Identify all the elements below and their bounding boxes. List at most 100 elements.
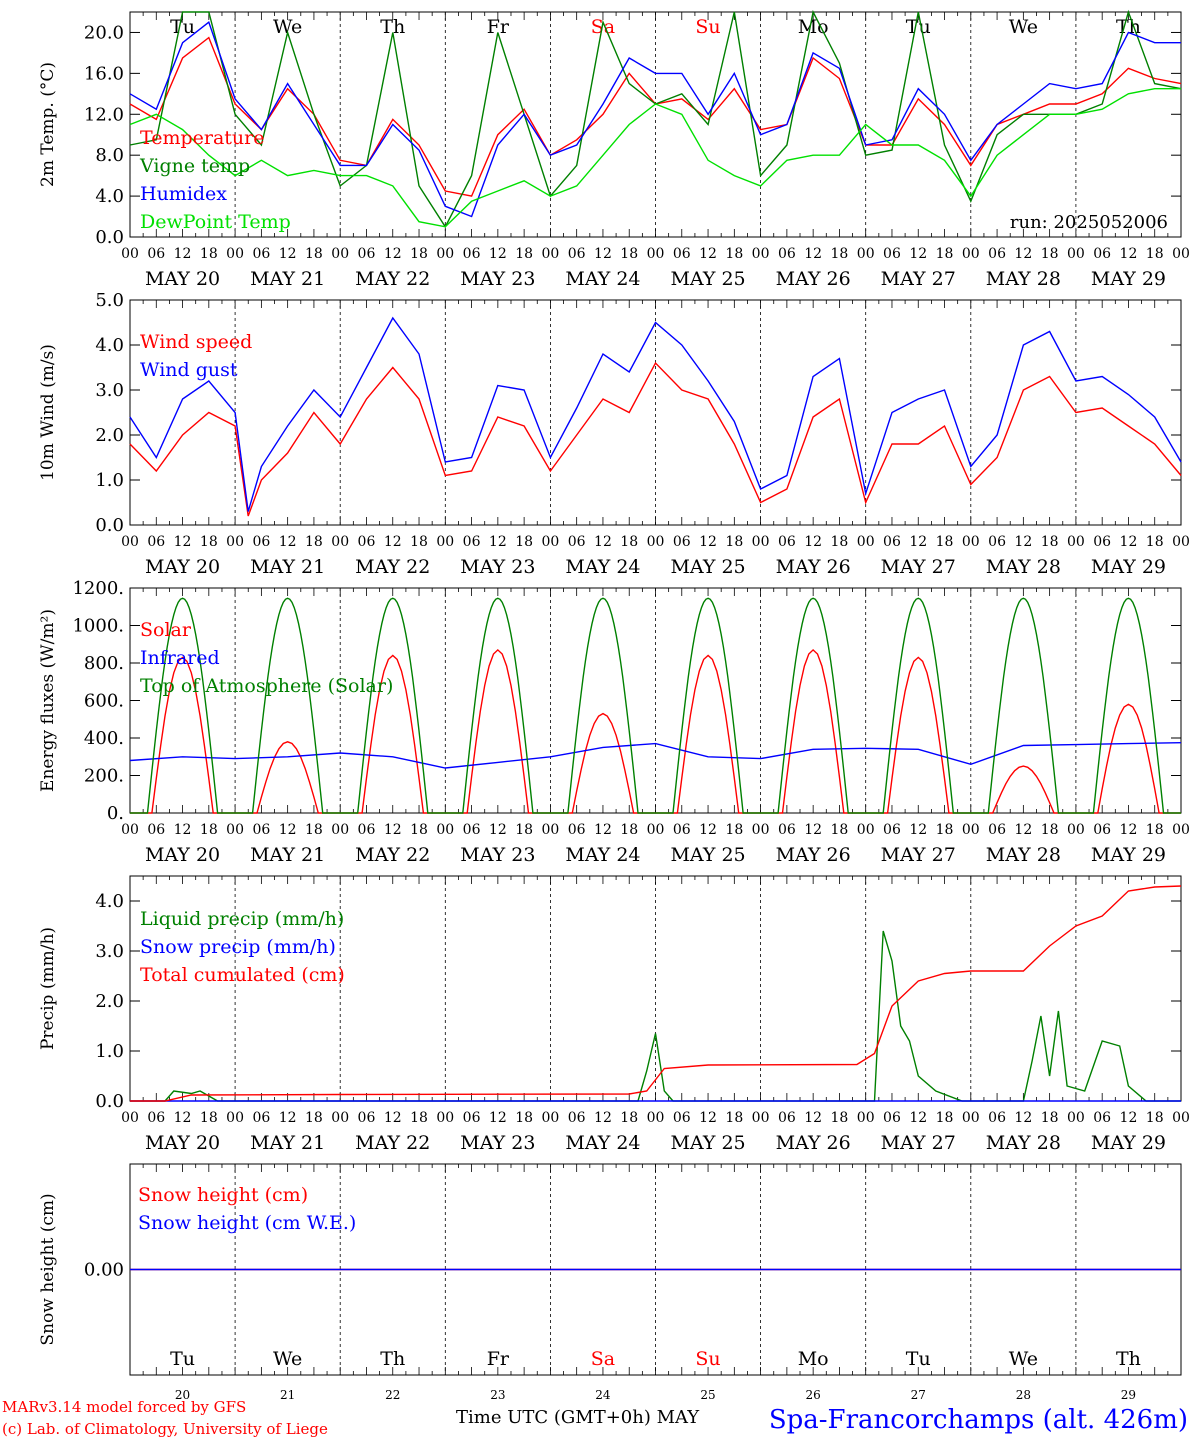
x-date-label: MAY 26 [776, 1132, 851, 1154]
x-date-label: MAY 24 [565, 1132, 640, 1154]
x-hour-label: 00 [121, 1110, 139, 1126]
x-hour-label: 18 [831, 822, 849, 838]
series-line-dewpoint-temp [129, 88, 1181, 228]
x-date-label: MAY 20 [145, 556, 220, 578]
x-hour-label: 00 [647, 246, 665, 262]
x-hour-label: 00 [226, 1110, 244, 1126]
x-date-label: MAY 26 [776, 844, 851, 866]
x-date-label: MAY 28 [986, 1132, 1061, 1154]
x-hour-label: 18 [200, 246, 218, 262]
x-date-label: MAY 21 [250, 556, 325, 578]
x-hour-label: 00 [857, 1110, 875, 1126]
x-hour-label: 12 [1120, 822, 1138, 838]
x-hour-label: 06 [883, 1110, 901, 1126]
y-tick-label: 3.0 [95, 941, 124, 962]
y-tick-label: 0.0 [95, 515, 124, 536]
x-hour-label: 12 [804, 534, 822, 550]
y-tick-label: 12.0 [84, 104, 124, 125]
y-tick-label: 800. [84, 653, 124, 674]
y-tick-label: 1.0 [95, 1041, 124, 1062]
x-hour-label: 06 [358, 1110, 376, 1126]
x-hour-label: 00 [541, 534, 559, 550]
x-hour-label: 06 [673, 534, 691, 550]
y-tick-label: 3.0 [95, 380, 124, 401]
x-hour-label: 00 [121, 246, 139, 262]
day-of-week-label: Mo [798, 16, 829, 38]
legend-entry: DewPoint Temp [140, 211, 291, 233]
day-number-label: 22 [385, 1388, 400, 1402]
x-hour-label: 18 [515, 822, 533, 838]
x-hour-label: 06 [778, 1110, 796, 1126]
x-hour-label: 12 [699, 1110, 717, 1126]
x-hour-label: 12 [489, 246, 507, 262]
panel-frame [129, 11, 1182, 238]
day-of-week-label: Sa [591, 16, 615, 38]
x-hour-label: 00 [226, 534, 244, 550]
x-hour-label: 12 [1014, 1110, 1032, 1126]
x-hour-label: 18 [410, 1110, 428, 1126]
x-hour-label: 00 [962, 246, 980, 262]
x-hour-label: 00 [752, 822, 770, 838]
x-date-label: MAY 21 [250, 844, 325, 866]
x-hour-label: 00 [226, 246, 244, 262]
x-hour-label: 18 [305, 246, 323, 262]
x-hour-label: 06 [568, 822, 586, 838]
x-hour-label: 12 [384, 1110, 402, 1126]
x-hour-label: 12 [174, 246, 192, 262]
y-tick-label: 16.0 [84, 63, 124, 84]
x-hour-label: 00 [226, 822, 244, 838]
x-hour-label: 06 [778, 822, 796, 838]
legend-entry: Snow height (cm) [138, 1184, 308, 1206]
x-hour-label: 12 [1120, 1110, 1138, 1126]
day-of-week-label: Th [380, 1348, 405, 1370]
y-tick-label: 1.0 [95, 470, 124, 491]
x-hour-label: 18 [725, 1110, 743, 1126]
footer-lab: (c) Lab. of Climatology, University of L… [2, 1420, 328, 1438]
series-line-total-cumulated-cm [130, 885, 1182, 1102]
x-hour-label: 12 [174, 1110, 192, 1126]
x-hour-label: 06 [568, 534, 586, 550]
x-hour-label: 12 [174, 822, 192, 838]
x-hour-label: 18 [936, 1110, 954, 1126]
legend-entry: Solar [140, 619, 192, 641]
y-axis-label: Energy fluxes (W/m²) [38, 609, 58, 792]
x-hour-label: 18 [410, 246, 428, 262]
x-date-label: MAY 22 [355, 1132, 430, 1154]
x-hour-label: 06 [1093, 1110, 1111, 1126]
day-of-week-label: Tu [170, 1348, 195, 1370]
x-hour-label: 12 [489, 822, 507, 838]
legend-entry: Temperature [140, 127, 264, 149]
x-hour-label: 00 [331, 246, 349, 262]
x-hour-label: 00 [752, 534, 770, 550]
x-hour-label: 00 [541, 246, 559, 262]
x-date-label: MAY 25 [670, 268, 745, 290]
x-hour-label: 12 [489, 534, 507, 550]
x-hour-label: 12 [699, 822, 717, 838]
day-number-label: 23 [490, 1388, 505, 1402]
x-hour-label: 00 [436, 1110, 454, 1126]
x-hour-label: 12 [594, 1110, 612, 1126]
x-hour-label: 06 [252, 534, 270, 550]
x-hour-label: 12 [1120, 534, 1138, 550]
y-tick-label: 400. [84, 728, 124, 749]
x-date-label: MAY 24 [565, 844, 640, 866]
series-line-wind-speed [129, 361, 1182, 517]
x-hour-label: 12 [594, 822, 612, 838]
x-hour-label: 18 [1146, 534, 1164, 550]
x-hour-label: 18 [200, 822, 218, 838]
x-hour-label: 18 [305, 534, 323, 550]
day-of-week-label: Fr [487, 1348, 510, 1370]
x-hour-label: 00 [1067, 534, 1085, 550]
x-date-label: MAY 25 [670, 844, 745, 866]
day-number-label: 26 [806, 1388, 821, 1402]
day-number-label: 28 [1016, 1388, 1031, 1402]
x-hour-label: 00 [647, 822, 665, 838]
x-hour-label: 12 [1014, 822, 1032, 838]
day-of-week-label: Fr [487, 16, 510, 38]
day-of-week-label: We [1009, 16, 1038, 38]
x-hour-label: 06 [883, 822, 901, 838]
x-hour-label: 00 [857, 246, 875, 262]
x-hour-label: 06 [568, 1110, 586, 1126]
x-hour-label: 06 [147, 1110, 165, 1126]
x-hour-label: 06 [778, 534, 796, 550]
